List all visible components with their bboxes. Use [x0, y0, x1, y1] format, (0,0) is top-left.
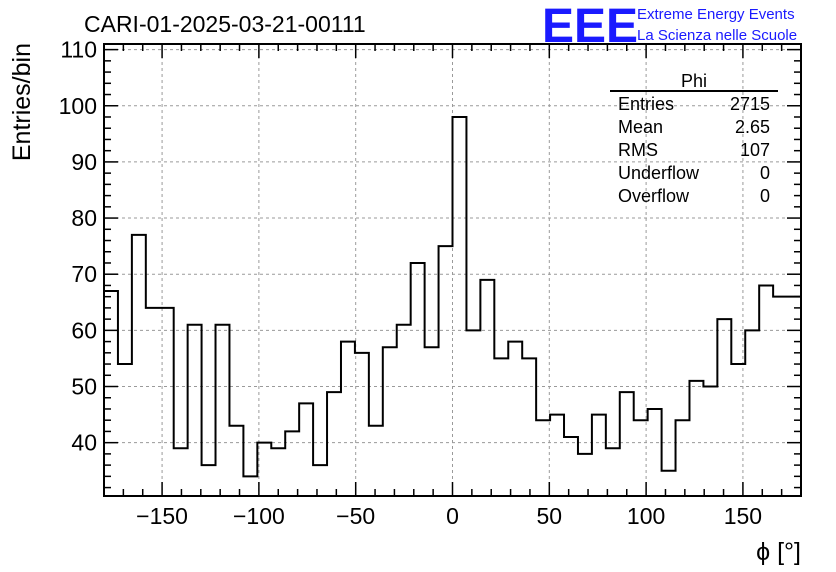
stats-rows: Entries 2715 Mean 2.65 RMS 107 Underflow 0 Overf…	[618, 94, 770, 206]
stats-row-value: 2715	[730, 94, 770, 114]
stats-row-value: 0	[760, 186, 770, 206]
stats-row-value: 0	[760, 163, 770, 183]
y-tick-label: 50	[71, 374, 97, 400]
histogram-outline	[104, 115, 801, 478]
y-tick-label: 90	[71, 149, 97, 175]
x-tick-label: −100	[233, 503, 285, 529]
y-tick-label: 70	[71, 261, 97, 287]
eee-logo: EEE Extreme Energy Events La Scienza nel…	[542, 0, 797, 53]
y-tick-label: 60	[71, 317, 97, 343]
grid-lines	[104, 44, 801, 496]
stats-row-label: Mean	[618, 117, 663, 137]
y-axis-title: Entries/bin	[8, 43, 36, 161]
stats-row-label: RMS	[618, 140, 658, 160]
stats-box-name: Phi	[681, 71, 707, 91]
x-tick-labels: −150 −100 −50 0 50 100 150	[136, 503, 762, 529]
chart-title: CARI-01-2025-03-21-00111	[84, 11, 366, 37]
stats-row-label: Entries	[618, 94, 674, 114]
logo-mark: EEE	[542, 0, 638, 53]
stats-row-label: Overflow	[618, 186, 690, 206]
x-axis-title: ϕ [°]	[756, 538, 801, 566]
y-tick-label: 40	[71, 430, 97, 456]
x-tick-label: −50	[336, 503, 375, 529]
logo-line-2: La Scienza nelle Scuole	[637, 27, 797, 44]
x-tick-label: 0	[446, 503, 459, 529]
y-tick-labels: 40 50 60 70 80 90 100 110	[59, 37, 97, 456]
stats-row-label: Underflow	[618, 163, 700, 183]
histogram-series	[104, 115, 801, 478]
x-tick-label: 50	[537, 503, 563, 529]
y-tick-label: 100	[59, 93, 97, 119]
x-tick-label: 100	[627, 503, 665, 529]
y-tick-label: 80	[71, 205, 97, 231]
x-tick-label: −150	[136, 503, 188, 529]
x-tick-label: 150	[724, 503, 762, 529]
stats-row-value: 107	[740, 140, 770, 160]
logo-line-1: Extreme Energy Events	[637, 6, 795, 23]
stats-box: Phi Entries 2715 Mean 2.65 RMS 107 Underflow 0 O…	[610, 71, 778, 206]
axis-ticks	[103, 44, 802, 496]
y-tick-label: 110	[60, 37, 97, 63]
stats-row-value: 2.65	[735, 117, 770, 137]
